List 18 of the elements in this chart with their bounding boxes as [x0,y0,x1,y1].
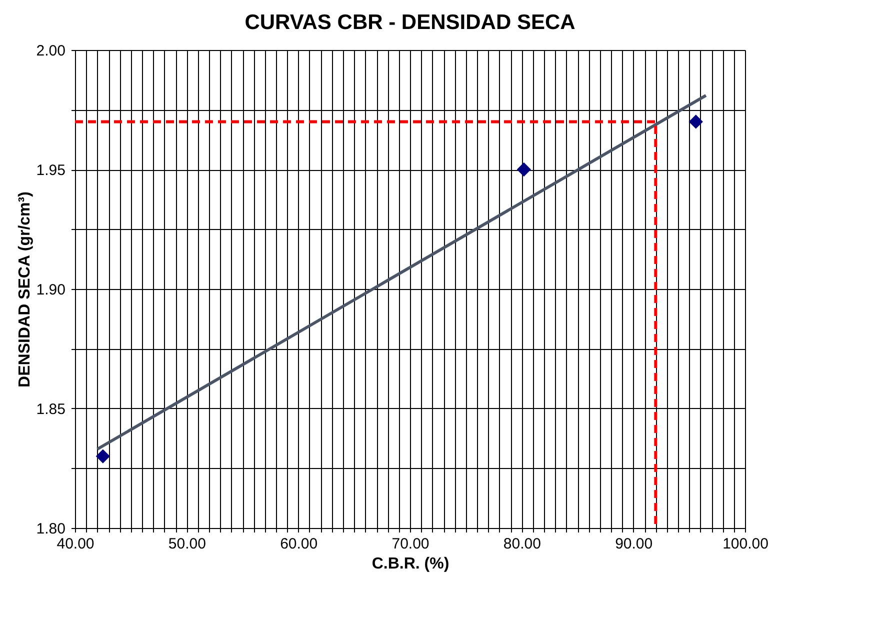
point [516,162,531,177]
x-tick-label: 80.00 [503,536,541,552]
x-tick-label: 100.00 [722,536,768,552]
y-tick-label: 1.95 [36,162,66,179]
x-tick-label: 90.00 [615,536,653,552]
chart-title: CURVAS CBR - DENSIDAD SECA [244,11,576,34]
y-tick-label: 1.80 [36,520,66,538]
point [688,114,703,129]
y-tick-label: 1.85 [36,401,66,418]
y-tick-label: 2.00 [36,42,66,60]
x-tick-label: 50.00 [168,536,206,552]
x-tick-label: 70.00 [392,536,430,552]
x-tick-label: 60.00 [280,536,318,552]
y-axis-title: DENSIDAD SECA (gr/cm³) [16,192,34,388]
y-tick-label: 1.90 [36,282,66,298]
point [96,449,110,464]
x-axis-title: C.B.R. (%) [372,556,450,572]
x-tick-label: 40.00 [56,536,94,552]
